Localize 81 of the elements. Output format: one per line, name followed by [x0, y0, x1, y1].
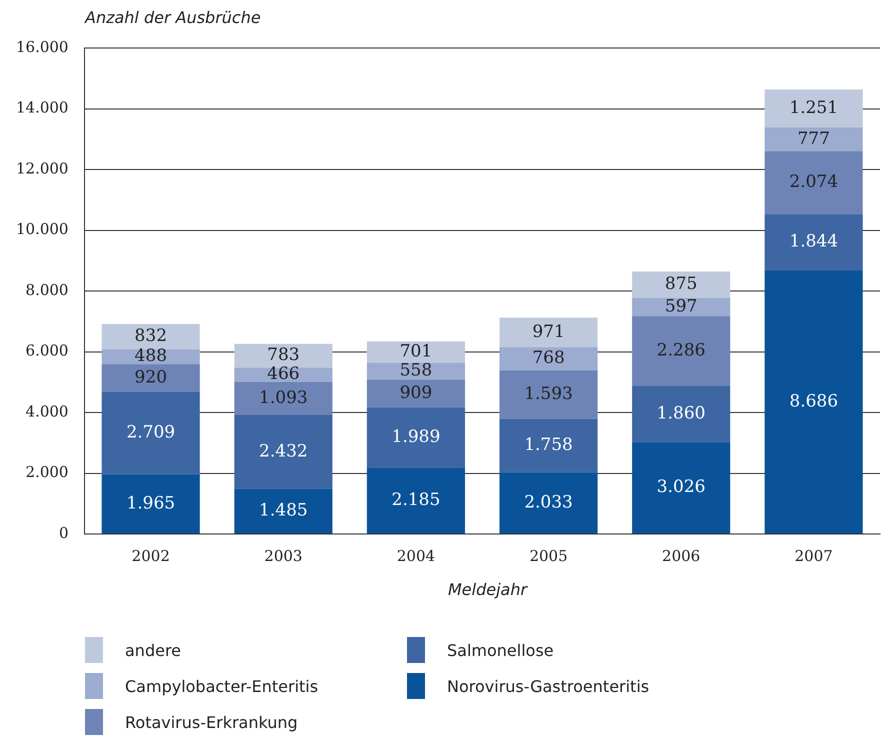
x-tick-label: 2004 — [396, 546, 436, 565]
y-tick-label: 0 — [58, 524, 68, 542]
x-axis-title: Meldejahr — [446, 580, 529, 599]
bar — [632, 316, 730, 386]
data-label: 2.074 — [789, 172, 838, 192]
y-tick-label: 4.000 — [26, 402, 68, 420]
y-tick-label: 16.000 — [16, 38, 68, 56]
data-label: 597 — [664, 296, 698, 317]
bar — [234, 344, 332, 368]
legend-label: andere — [125, 640, 182, 660]
bar — [632, 298, 730, 316]
bar — [764, 151, 863, 214]
data-label: 920 — [134, 367, 168, 388]
legend-label: Salmonellose — [447, 640, 554, 660]
data-label: 2.286 — [656, 340, 706, 360]
legend-label: Norovirus-Gastroenteritis — [447, 676, 650, 696]
data-label: 1.485 — [259, 500, 308, 521]
x-tick-label: 2002 — [132, 546, 170, 565]
bar — [632, 386, 730, 442]
bar — [764, 128, 863, 152]
y-tick-label: 10.000 — [16, 220, 68, 238]
data-label: 2.432 — [259, 441, 308, 462]
x-tick-label: 2003 — [264, 546, 302, 565]
data-label: 768 — [532, 348, 565, 368]
data-label: 1.093 — [259, 388, 308, 408]
data-label: 2.185 — [392, 490, 440, 510]
bar — [632, 271, 730, 298]
bar — [499, 370, 598, 419]
data-label: 832 — [134, 326, 168, 346]
data-label: 1.965 — [126, 493, 176, 514]
data-label: 8.686 — [789, 391, 838, 412]
data-label: 558 — [400, 360, 432, 381]
bar — [499, 472, 598, 534]
bar — [764, 270, 863, 534]
bar — [102, 392, 200, 474]
bar — [234, 368, 332, 382]
y-tick-label: 6.000 — [26, 342, 68, 360]
data-label: 1.860 — [656, 403, 706, 424]
data-label: 488 — [134, 346, 168, 366]
data-label: 875 — [664, 274, 698, 294]
bar — [102, 474, 200, 534]
y-axis-title: Anzahl der Ausbrüche — [85, 8, 261, 27]
bar — [366, 341, 466, 363]
bar — [234, 382, 332, 416]
legend-label: Campylobacter-Enteritis — [125, 676, 318, 696]
y-tick-label: 8.000 — [26, 280, 68, 299]
bar — [499, 347, 598, 370]
x-tick-label: 2006 — [662, 546, 700, 565]
legend-label: Rotavirus-Erkrankung — [125, 712, 298, 732]
data-label: 3.026 — [656, 477, 706, 498]
data-label: 466 — [267, 364, 300, 384]
data-label: 909 — [400, 382, 432, 403]
bar — [764, 90, 863, 128]
data-label: 701 — [400, 341, 432, 362]
data-label: 2.033 — [524, 492, 573, 512]
data-label: 1.844 — [789, 232, 838, 252]
data-label: 2.709 — [126, 422, 176, 443]
x-tick-label: 2005 — [529, 546, 568, 565]
data-label: 971 — [532, 322, 565, 342]
y-tick-label: 12.000 — [16, 159, 68, 178]
y-tick-label: 2.000 — [26, 463, 68, 482]
bar — [632, 442, 730, 534]
data-label: 1.758 — [524, 434, 573, 455]
bar — [764, 214, 863, 270]
bar — [102, 324, 200, 350]
bar — [366, 380, 466, 408]
bar — [366, 407, 466, 468]
data-label: 1.593 — [524, 384, 573, 404]
data-label: 777 — [797, 128, 830, 149]
bar — [499, 418, 598, 472]
x-tick-label: 2007 — [794, 546, 833, 565]
bar — [366, 362, 466, 380]
bar — [366, 468, 466, 534]
bar — [234, 488, 332, 534]
y-tick-label: 14.000 — [16, 98, 68, 117]
data-label: 783 — [267, 345, 300, 366]
data-label: 1.989 — [392, 426, 440, 447]
bar — [499, 318, 598, 348]
data-label: 1.251 — [789, 98, 838, 118]
bar — [102, 364, 200, 392]
bar — [234, 415, 332, 489]
